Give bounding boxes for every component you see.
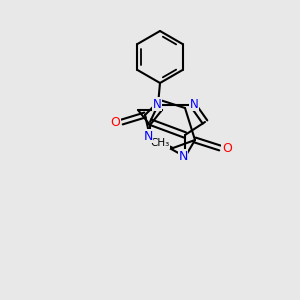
- Text: CH₃: CH₃: [150, 138, 170, 148]
- Text: N: N: [178, 149, 188, 163]
- Text: O: O: [110, 116, 120, 128]
- Text: N: N: [190, 98, 198, 110]
- Text: N: N: [153, 98, 161, 110]
- Text: O: O: [222, 142, 232, 154]
- Text: N: N: [143, 130, 153, 142]
